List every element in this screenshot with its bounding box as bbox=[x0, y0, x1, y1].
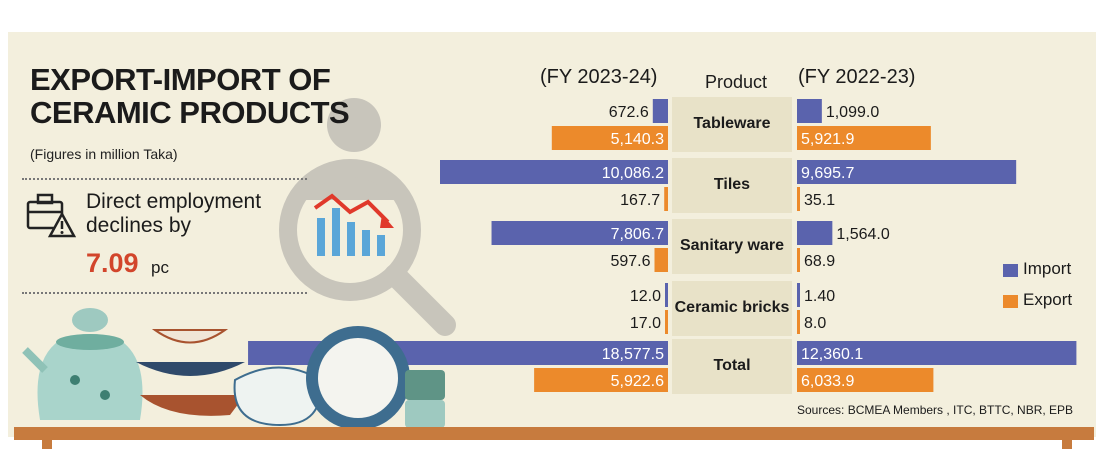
bar-export-fy2022-23 bbox=[797, 368, 934, 392]
bar-import-fy2022-23 bbox=[797, 283, 800, 307]
divider-top bbox=[22, 178, 307, 180]
legend-import-label: Import bbox=[1023, 259, 1072, 278]
sources-note: Sources: BCMEA Members , ITC, BTTC, NBR,… bbox=[797, 403, 1074, 417]
title-line-1: EXPORT-IMPORT OF bbox=[30, 62, 331, 97]
bar-import-fy2022-23 bbox=[797, 341, 1077, 365]
bar-export-fy2022-23 bbox=[797, 310, 800, 334]
bar-import-fy2022-23 bbox=[797, 160, 1017, 184]
briefcase-warning-icon bbox=[26, 193, 76, 238]
bar-value-label: 597.6 bbox=[610, 253, 650, 270]
bar-value-label: 167.7 bbox=[620, 192, 660, 209]
page-title: EXPORT-IMPORT OF CERAMIC PRODUCTS bbox=[30, 62, 350, 130]
product-header: Product bbox=[705, 72, 768, 92]
product-box bbox=[672, 158, 792, 213]
bar-value-label: 35.1 bbox=[804, 192, 835, 209]
product-box bbox=[672, 281, 792, 336]
bar-value-label: 672.6 bbox=[609, 104, 649, 121]
left-period-header: (FY 2023-24) bbox=[540, 66, 658, 88]
ceramics-illustration bbox=[22, 308, 445, 430]
legend-export-label: Export bbox=[1023, 290, 1073, 309]
right-period-header: (FY 2022-23) bbox=[798, 66, 916, 88]
employment-text-line-2: declines by bbox=[86, 214, 192, 237]
bar-value-label: 17.0 bbox=[630, 315, 661, 332]
product-label: Ceramic bricks bbox=[674, 298, 790, 316]
bar-value-label: 5,922.6 bbox=[611, 373, 664, 390]
bar-import-fy2022-23 bbox=[797, 99, 822, 123]
shelf-leg-left bbox=[42, 440, 52, 449]
bar-import-fy2023-24 bbox=[652, 99, 668, 123]
bar-value-label: 1.40 bbox=[804, 288, 835, 305]
product-label: Tiles bbox=[713, 175, 751, 193]
bar-export-fy2022-23 bbox=[797, 187, 800, 211]
bar-value-label: 12,360.1 bbox=[801, 346, 863, 363]
bar-value-label: 7,806.7 bbox=[611, 226, 664, 243]
bar-value-label: 6,033.9 bbox=[801, 373, 854, 390]
bar-value-label: 68.9 bbox=[804, 253, 835, 270]
bar-value-label: 8.0 bbox=[804, 315, 826, 332]
bar-import-fy2023-24 bbox=[491, 221, 668, 245]
bar-value-label: 5,140.3 bbox=[611, 131, 664, 148]
divider-bottom bbox=[22, 292, 307, 294]
bar-value-label: 10,086.2 bbox=[602, 165, 664, 182]
magnifier-chart-icon bbox=[279, 98, 456, 336]
bar-value-label: 18,577.5 bbox=[602, 346, 664, 363]
bar-import-fy2022-23 bbox=[797, 221, 833, 245]
bar-value-label: 1,564.0 bbox=[836, 226, 889, 243]
employment-unit: pc bbox=[151, 258, 169, 277]
product-label: Total bbox=[713, 356, 751, 374]
bar-export-fy2022-23 bbox=[797, 248, 800, 272]
employment-text-line-1: Direct employment bbox=[86, 190, 262, 213]
bar-import-fy2023-24 bbox=[440, 160, 668, 184]
bar-export-fy2023-24 bbox=[665, 310, 668, 334]
product-box bbox=[672, 339, 792, 394]
product-label: Tableware bbox=[693, 114, 771, 132]
bar-export-fy2023-24 bbox=[664, 187, 668, 211]
bar-import-fy2023-24 bbox=[665, 283, 668, 307]
employment-text: Direct employment declines by bbox=[86, 190, 261, 238]
legend-export-swatch bbox=[1003, 295, 1018, 308]
bar-export-fy2022-23 bbox=[797, 126, 931, 150]
bar-export-fy2023-24 bbox=[654, 248, 668, 272]
bar-export-fy2023-24 bbox=[551, 126, 668, 150]
product-label: Sanitary ware bbox=[679, 236, 785, 254]
bar-value-label: 12.0 bbox=[630, 288, 661, 305]
units-note: (Figures in million Taka) bbox=[30, 146, 178, 162]
shelf bbox=[14, 427, 1094, 440]
shelf-leg-right bbox=[1062, 440, 1072, 449]
employment-value: 7.09 bbox=[86, 248, 139, 278]
product-box bbox=[672, 219, 792, 274]
bar-export-fy2023-24 bbox=[534, 368, 668, 392]
legend-import-swatch bbox=[1003, 264, 1018, 277]
bar-value-label: 1,099.0 bbox=[826, 104, 879, 121]
bar-value-label: 9,695.7 bbox=[801, 165, 854, 182]
bar-value-label: 5,921.9 bbox=[801, 131, 854, 148]
title-line-2: CERAMIC PRODUCTS bbox=[30, 95, 350, 130]
product-box bbox=[672, 97, 792, 152]
